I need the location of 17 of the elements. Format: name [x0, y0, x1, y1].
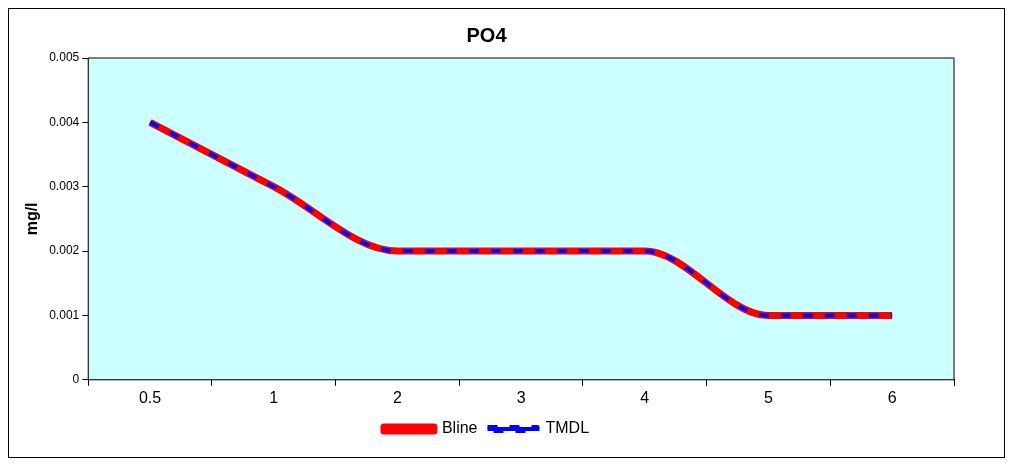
y-tick-label: 0.003 — [49, 179, 80, 194]
y-tick-label: 0.001 — [49, 307, 80, 322]
chart-title: PO4 — [466, 23, 508, 46]
x-tick-label: 4 — [640, 388, 650, 406]
x-tick-label: 2 — [392, 388, 402, 406]
x-tick-label: 6 — [887, 388, 897, 406]
y-tick-label: 0.004 — [49, 114, 80, 129]
x-tick-label: 5 — [764, 388, 774, 406]
y-tick-label: 0 — [72, 372, 80, 387]
x-tick-label: 0.5 — [138, 388, 162, 406]
legend-label: Bline — [441, 419, 478, 437]
y-axis-title: mg/l — [23, 202, 41, 236]
legend-label: TMDL — [545, 419, 590, 437]
y-tick-label: 0.005 — [49, 50, 80, 65]
y-tick-label: 0.002 — [49, 243, 80, 258]
x-tick-label: 3 — [516, 388, 526, 406]
x-tick-label: 1 — [269, 388, 279, 406]
